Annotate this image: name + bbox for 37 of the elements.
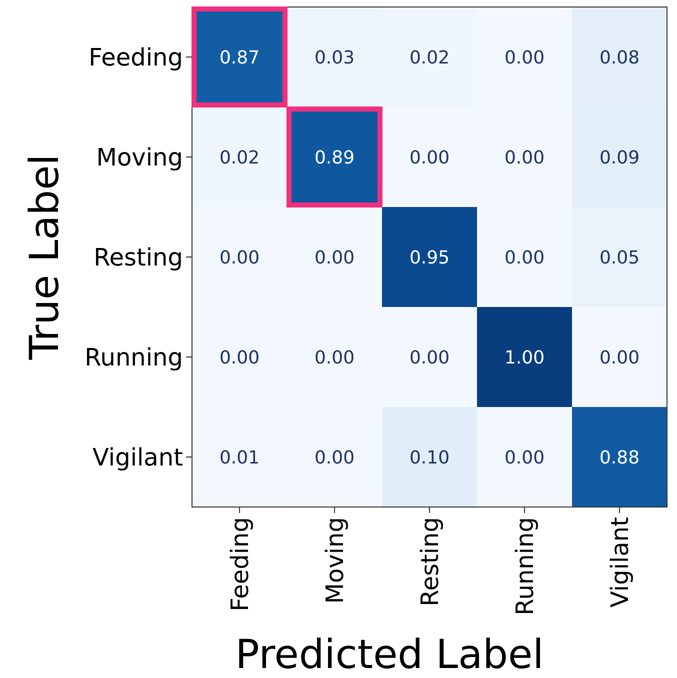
data-label: 0.00: [504, 147, 545, 168]
data-label: 0.00: [409, 347, 450, 368]
data-label: 0.00: [314, 247, 355, 268]
data-label: 1.00: [504, 347, 545, 368]
data-label: 0.00: [409, 147, 450, 168]
data-label: 0.02: [219, 147, 260, 168]
data-label: 0.00: [314, 347, 355, 368]
data-label: 0.00: [504, 447, 545, 468]
x-tick-label: Vigilant: [606, 517, 634, 608]
data-label: 0.00: [219, 347, 260, 368]
data-label: 0.03: [314, 47, 355, 68]
data-label: 0.95: [409, 247, 450, 268]
y-tick-label: Feeding: [88, 43, 183, 72]
data-label: 0.00: [219, 247, 260, 268]
data-label: 0.89: [314, 147, 355, 168]
x-tick-label: Running: [510, 517, 539, 616]
data-label: 0.00: [504, 247, 545, 268]
y-tick-label: Resting: [94, 243, 183, 272]
y-tick-label: Vigilant: [92, 443, 183, 472]
data-label: 0.02: [409, 47, 450, 68]
data-label: 0.00: [599, 347, 640, 368]
y-axis-title: True Label: [22, 154, 68, 361]
y-tick-label: Moving: [96, 143, 183, 172]
data-label: 0.10: [409, 447, 450, 468]
x-axis-title: Predicted Label: [235, 632, 544, 678]
data-label: 0.01: [219, 447, 260, 468]
y-tick-label: Running: [84, 343, 183, 372]
data-label: 0.05: [599, 247, 640, 268]
data-label: 0.00: [504, 47, 545, 68]
x-tick-label: Moving: [320, 517, 349, 604]
data-label: 0.87: [219, 47, 260, 68]
data-label: 0.09: [599, 147, 640, 168]
data-label: 0.88: [599, 447, 640, 468]
x-tick-label: Resting: [416, 517, 444, 606]
data-label: 0.08: [599, 47, 640, 68]
x-tick-label: Feeding: [226, 517, 254, 612]
data-label: 0.00: [314, 447, 355, 468]
